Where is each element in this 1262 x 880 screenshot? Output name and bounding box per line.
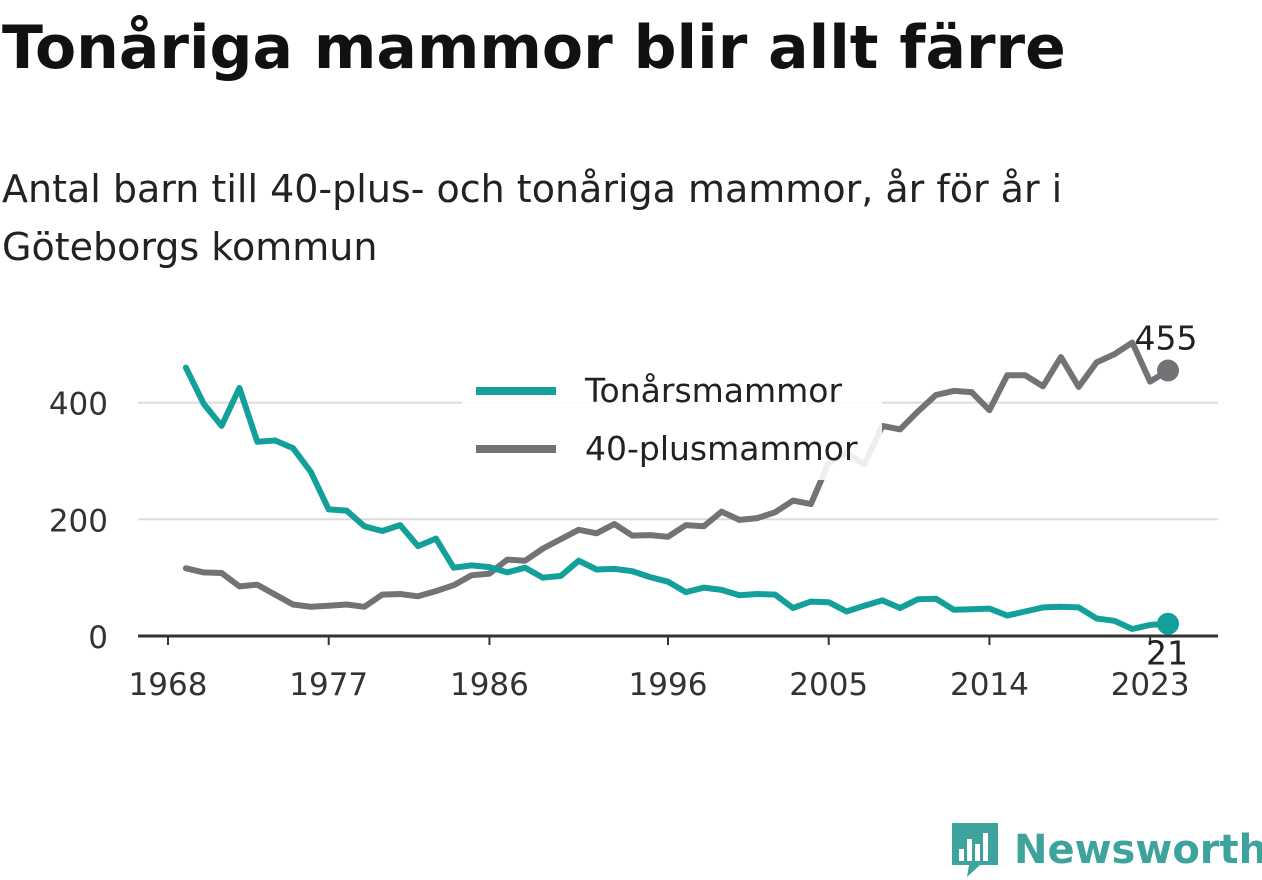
brand-name: Newsworthy [1014, 827, 1262, 873]
y-tick-label: 200 [49, 503, 108, 539]
series-line-0 [182, 364, 1171, 632]
y-tick-label: 400 [49, 387, 108, 423]
series-end-dot [1157, 612, 1179, 635]
axes: 0 200 400 1968 1977 1986 1996 2005 2014 2023 [49, 387, 1218, 703]
x-tick-label: 1996 [629, 667, 708, 703]
x-tick-label: 1968 [129, 667, 208, 703]
end-labels: 21 455 [1135, 319, 1198, 673]
series-end-label: 455 [1135, 319, 1198, 358]
series-line-1 [182, 339, 1171, 610]
legend-background [462, 368, 882, 480]
x-tick-label: 2023 [1111, 667, 1190, 703]
x-tick-label: 2014 [950, 667, 1029, 703]
bar-chart-speech-bubble-icon [952, 823, 998, 877]
line-chart: 0 200 400 1968 1977 1986 1996 2005 2014 2023 Tonå… [49, 319, 1218, 703]
chart-title: Tonåriga mammor blir allt färre [2, 13, 1066, 83]
series-end-dot [1157, 359, 1179, 382]
brand-logo: Newsworthy [950, 820, 1262, 880]
x-tick-label: 1977 [289, 667, 368, 703]
legend-label: 40-plusmammor [585, 429, 858, 468]
y-tick-label: 0 [88, 620, 108, 656]
series-end-label: 21 [1146, 634, 1188, 673]
series-lines [182, 339, 1171, 632]
legend-label: Tonårsmammor [584, 371, 842, 410]
x-tick-label: 2005 [789, 667, 868, 703]
chart-subtitle: Antal barn till 40-plus- och tonåriga ma… [2, 167, 1063, 269]
x-tick-label: 1986 [450, 667, 529, 703]
legend: Tonårsmammor 40-plusmammor [462, 368, 882, 480]
